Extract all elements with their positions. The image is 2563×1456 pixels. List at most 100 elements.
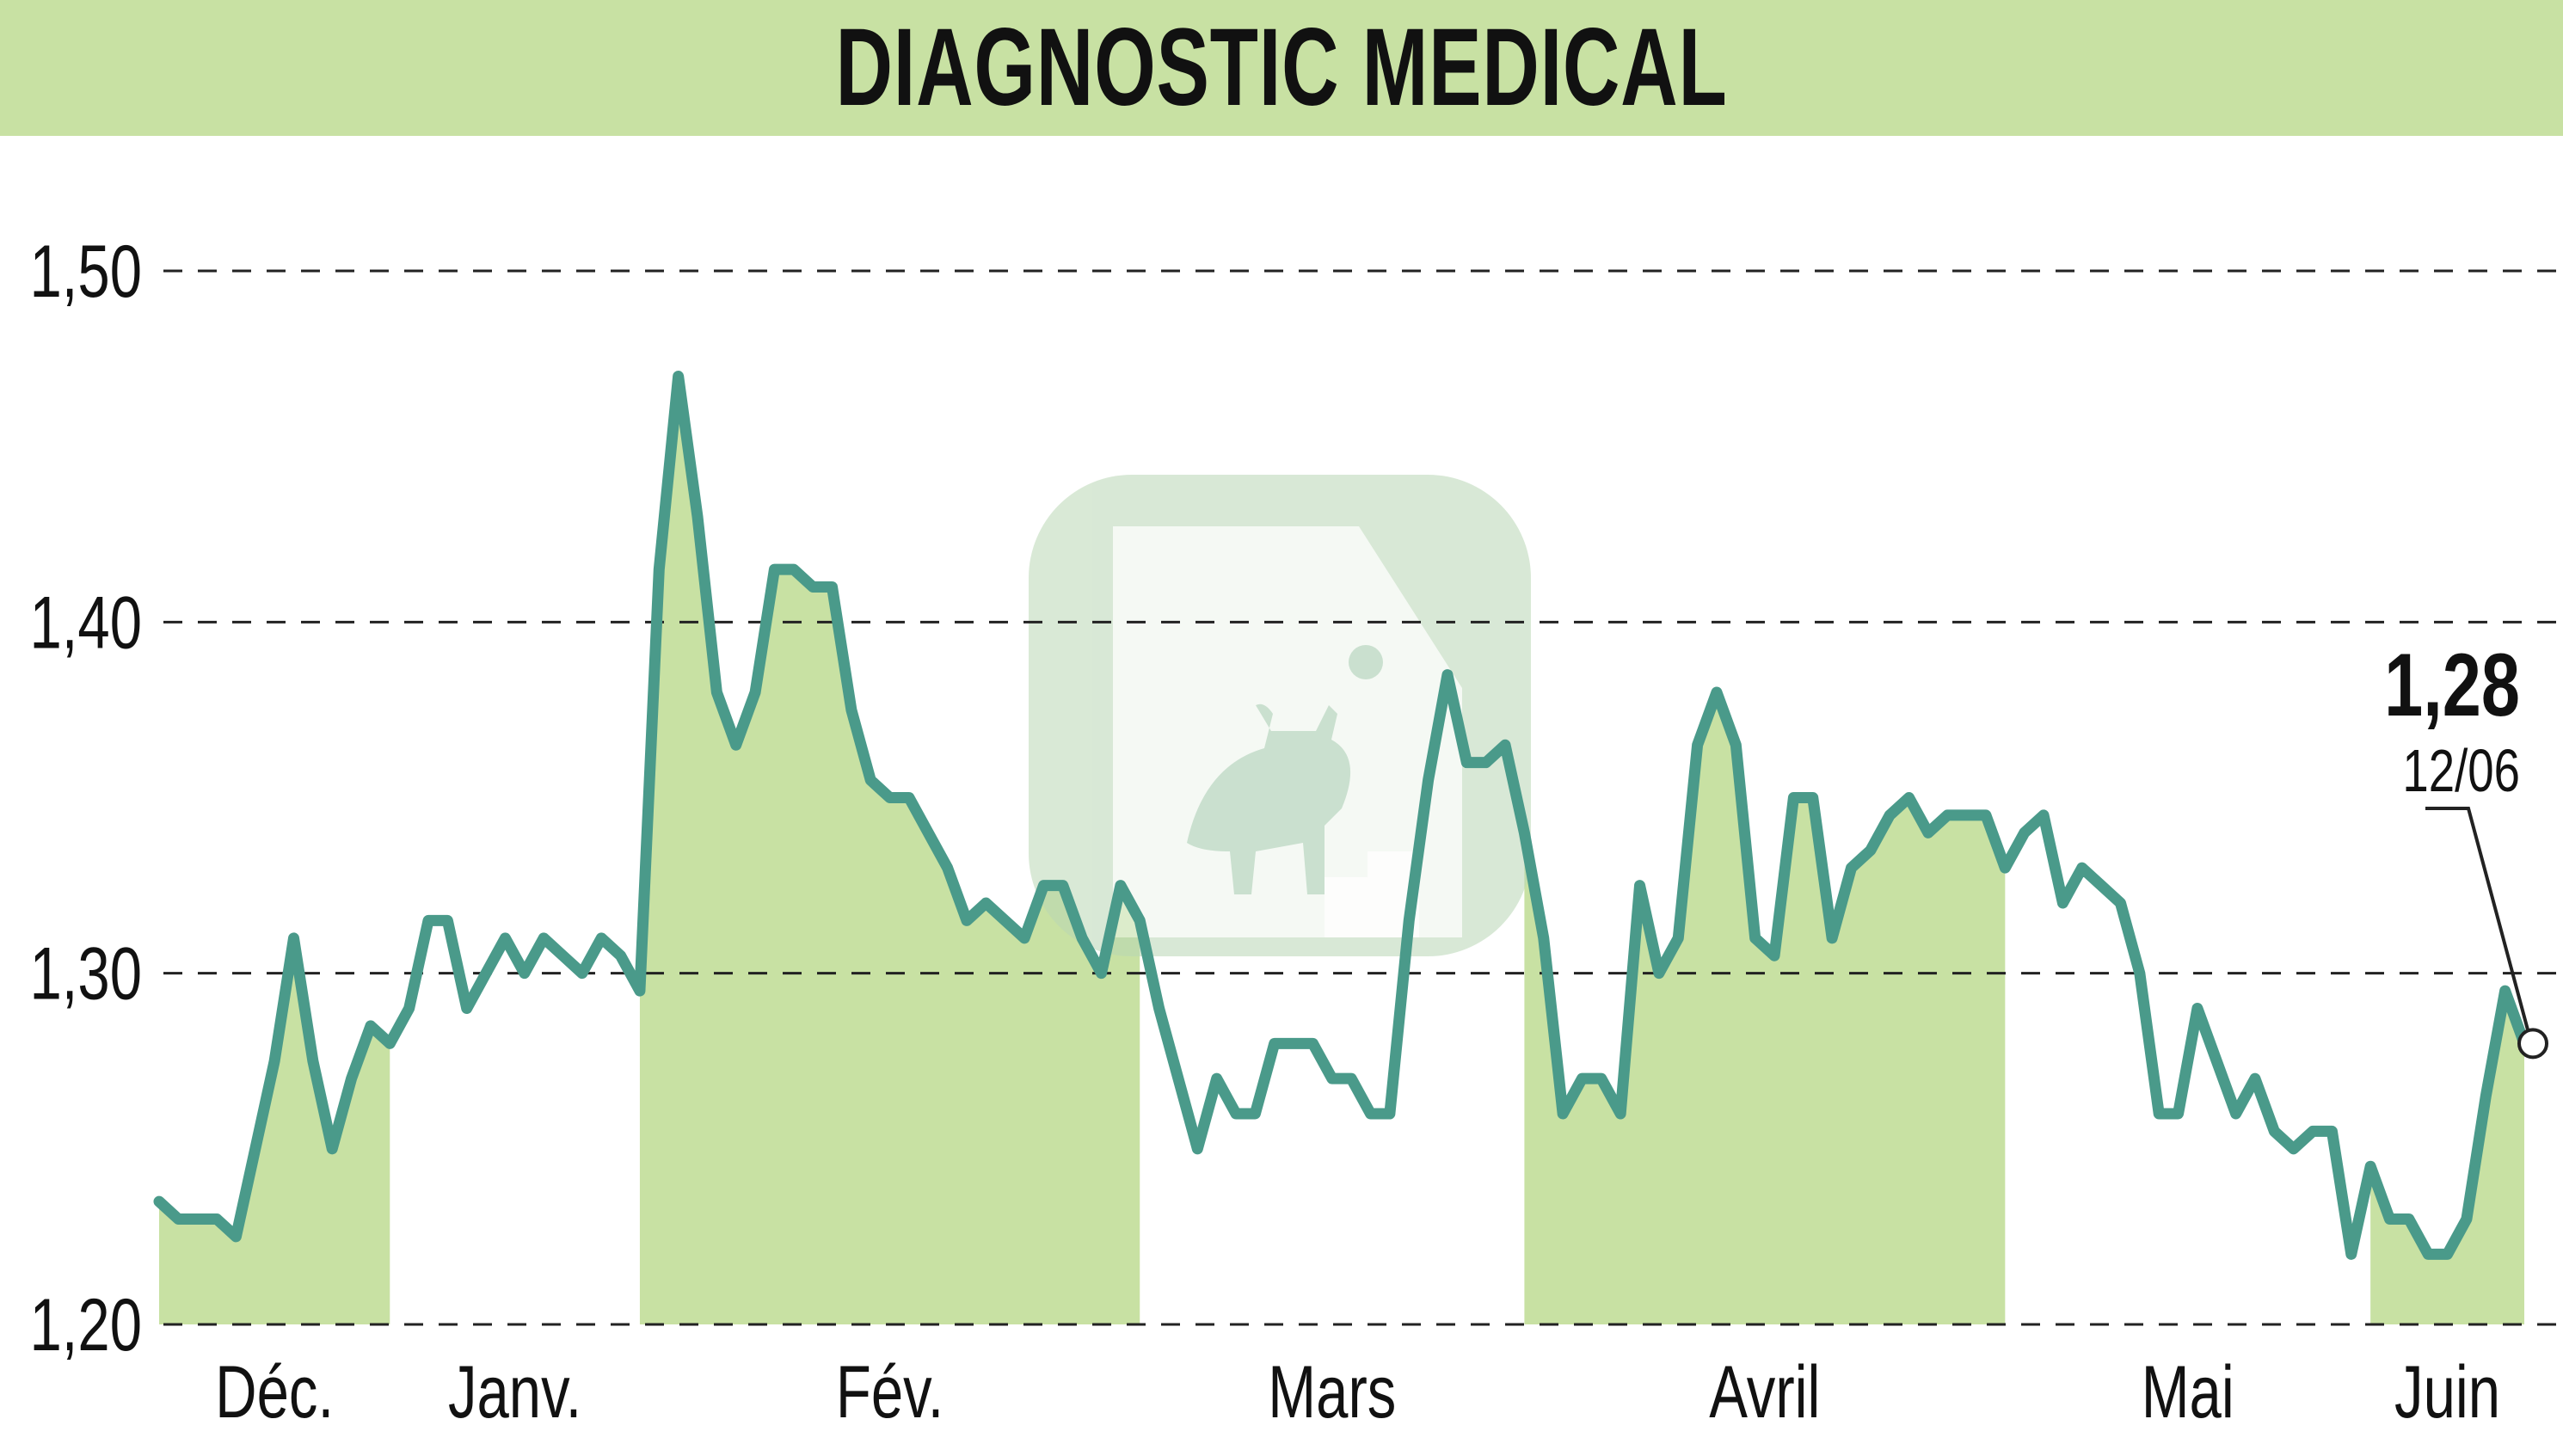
data-point [846, 705, 856, 715]
data-point [501, 933, 510, 943]
data-point [231, 1232, 241, 1241]
data-point [1731, 740, 1741, 750]
data-point [2443, 1250, 2452, 1259]
x-month-label: Juin [2394, 1351, 2500, 1434]
data-point [482, 968, 491, 978]
data-point [1347, 1074, 1356, 1084]
data-point [577, 968, 587, 978]
data-point [1828, 933, 1837, 943]
data-point [1654, 968, 1663, 978]
data-point [558, 951, 568, 961]
data-point [2404, 1214, 2413, 1224]
data-point [193, 1214, 202, 1224]
data-point [751, 688, 760, 697]
data-point [1693, 740, 1702, 750]
data-point [2154, 1109, 2164, 1118]
data-point [1366, 1109, 1375, 1118]
data-point [1962, 810, 1971, 820]
data-point [539, 933, 549, 943]
data-point [1789, 793, 1798, 802]
month-shade [1524, 692, 2006, 1324]
data-point [2116, 899, 2125, 907]
y-axis-ticks: 1,20 1,30 1,40 1,50 [29, 230, 142, 1367]
data-point [866, 776, 876, 785]
data-point [328, 1144, 337, 1153]
data-point [2135, 968, 2144, 978]
data-point [770, 565, 779, 574]
data-point [404, 1004, 414, 1013]
data-point [2327, 1127, 2337, 1136]
data-point [655, 565, 664, 574]
data-point [597, 933, 606, 943]
data-point [1289, 1039, 1299, 1048]
data-point [250, 1144, 260, 1153]
x-month-label: Janv. [448, 1351, 581, 1434]
data-point [924, 828, 933, 838]
x-month-label: Mai [2142, 1351, 2234, 1434]
data-point [2212, 1056, 2222, 1066]
data-point [2077, 863, 2087, 873]
y-tick-label: 1,40 [29, 581, 142, 664]
data-point [2462, 1214, 2471, 1224]
data-point [462, 1004, 471, 1013]
data-point [1154, 1004, 1164, 1013]
month-shade [639, 376, 1140, 1324]
x-month-label: Fév. [836, 1351, 943, 1434]
last-value-marker [2517, 1028, 2548, 1060]
data-point [1539, 933, 1548, 943]
data-point [943, 863, 952, 873]
data-point [2481, 1091, 2491, 1101]
data-point [1712, 688, 1721, 697]
data-point [366, 1021, 375, 1030]
data-point [789, 565, 798, 574]
data-point [2366, 1162, 2376, 1171]
data-point [308, 1056, 317, 1066]
chart-title: DIAGNOSTIC MEDICAL [835, 6, 1728, 129]
month-shading [159, 376, 2524, 1324]
data-point [2058, 899, 2068, 907]
data-point [2289, 1144, 2298, 1153]
data-point [2192, 1004, 2202, 1013]
data-point [712, 688, 722, 697]
data-point [1020, 933, 1030, 943]
last-date-label: 12/06 [2402, 738, 2520, 805]
data-point [1885, 810, 1895, 820]
last-value-label: 1,28 [2384, 635, 2520, 734]
x-month-label: Avril [1709, 1351, 1820, 1434]
data-point [1251, 1109, 1260, 1118]
x-axis-labels: Déc. Janv. Fév. Mars Avril Mai Juin [215, 1351, 2500, 1434]
data-point [2250, 1074, 2259, 1084]
data-point [2019, 828, 2029, 838]
x-month-label: Déc. [215, 1351, 334, 1434]
data-point [1097, 968, 1106, 978]
data-point [1116, 881, 1125, 890]
data-point [1674, 933, 1683, 943]
data-point [1308, 1039, 1318, 1048]
data-point [1501, 740, 1510, 750]
data-point [155, 1197, 163, 1207]
data-point [1232, 1109, 1241, 1118]
data-point [1442, 670, 1452, 679]
data-point [1058, 881, 1067, 890]
month-shade [159, 937, 390, 1324]
data-point [904, 793, 913, 802]
data-point [1865, 845, 1875, 855]
price-line [153, 371, 2530, 1260]
data-point [2001, 863, 2010, 873]
data-point [443, 916, 452, 925]
data-point [1750, 933, 1760, 943]
y-tick-label: 1,50 [29, 230, 142, 313]
data-point [2424, 1250, 2433, 1259]
data-point [1577, 1074, 1587, 1084]
data-point [2346, 1250, 2356, 1259]
data-point [1193, 1144, 1202, 1153]
data-point [673, 372, 683, 381]
data-point [1462, 758, 1472, 767]
data-point [174, 1214, 183, 1224]
data-point [1404, 916, 1414, 925]
data-point [885, 793, 894, 802]
data-point [635, 986, 644, 996]
data-point [347, 1074, 356, 1084]
data-point [2231, 1109, 2240, 1118]
